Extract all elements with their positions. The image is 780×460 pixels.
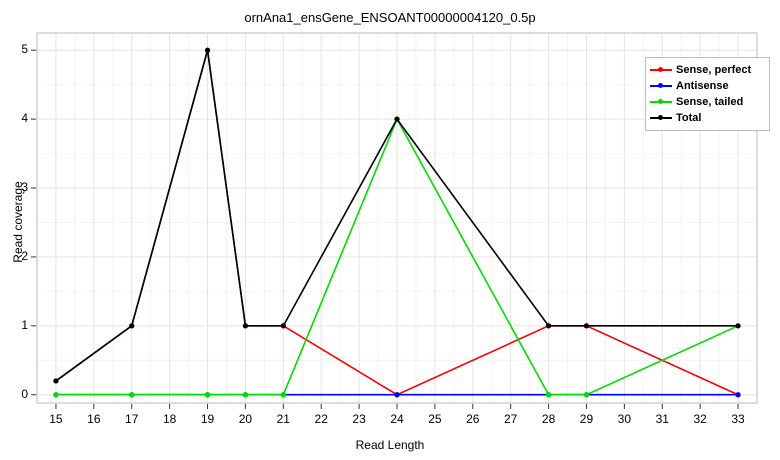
data-point <box>394 392 400 398</box>
x-tick-label: 21 <box>276 412 290 426</box>
legend-swatch-icon <box>650 96 672 108</box>
data-point <box>204 392 211 398</box>
legend-swatch-icon <box>650 80 672 92</box>
legend-label: Sense, perfect <box>676 64 752 76</box>
data-point <box>53 378 59 384</box>
y-tick-label: 2 <box>21 248 28 263</box>
x-tick-label: 29 <box>579 412 594 426</box>
x-tick-label: 19 <box>200 412 215 426</box>
x-tick-label: 15 <box>49 412 63 426</box>
x-tick-label: 22 <box>314 412 328 426</box>
x-tick-label: 23 <box>352 412 366 426</box>
x-tick-label: 27 <box>503 412 518 426</box>
x-tick-label: 28 <box>541 412 556 426</box>
data-point <box>129 392 135 398</box>
data-point <box>280 323 286 329</box>
legend-item-1: Antisense <box>650 78 764 94</box>
legend-item-3: Total <box>650 110 764 126</box>
legend-swatch-icon <box>650 112 672 124</box>
data-point <box>394 116 400 122</box>
data-point <box>583 392 590 398</box>
x-tick-label: 26 <box>466 412 480 426</box>
data-point <box>735 392 741 398</box>
chart-legend: Sense, perfect Antisense Sense, tailed Tota… <box>645 57 770 131</box>
data-point <box>545 392 552 398</box>
x-tick-label: 16 <box>87 412 101 426</box>
x-axis-label: Read Length <box>355 438 425 452</box>
y-tick-label: 0 <box>21 386 28 401</box>
x-tick-label: 18 <box>162 412 177 426</box>
legend-item-2: Sense, tailed <box>650 94 764 110</box>
data-point <box>242 392 249 398</box>
data-point <box>129 323 135 329</box>
data-point <box>53 392 59 398</box>
legend-item-0: Sense, perfect <box>650 62 764 78</box>
x-tick-label: 24 <box>390 412 404 426</box>
data-point <box>735 323 741 329</box>
legend-label: Antisense <box>676 80 729 92</box>
x-tick-label: 25 <box>428 412 442 426</box>
y-tick-label: 1 <box>21 317 28 332</box>
y-tick-label: 5 <box>21 42 28 57</box>
y-tick-label: 3 <box>21 180 28 195</box>
data-point <box>242 323 249 329</box>
x-tick-label: 32 <box>693 412 707 426</box>
x-tick-label: 17 <box>125 412 139 426</box>
legend-swatch-icon <box>650 64 672 76</box>
data-point <box>204 47 211 53</box>
x-tick-label: 20 <box>238 412 253 426</box>
x-tick-label: 31 <box>655 412 669 426</box>
x-tick-label: 33 <box>731 412 745 426</box>
data-point <box>280 392 286 398</box>
legend-label: Sense, tailed <box>676 96 744 108</box>
legend-label: Total <box>676 112 702 124</box>
x-tick-label: 30 <box>617 412 632 426</box>
y-tick-label: 4 <box>21 111 28 126</box>
chart-title: ornAna1_ensGene_ENSOANT00000004120_0.5p <box>244 10 536 25</box>
data-point <box>545 323 552 329</box>
data-point <box>583 323 590 329</box>
